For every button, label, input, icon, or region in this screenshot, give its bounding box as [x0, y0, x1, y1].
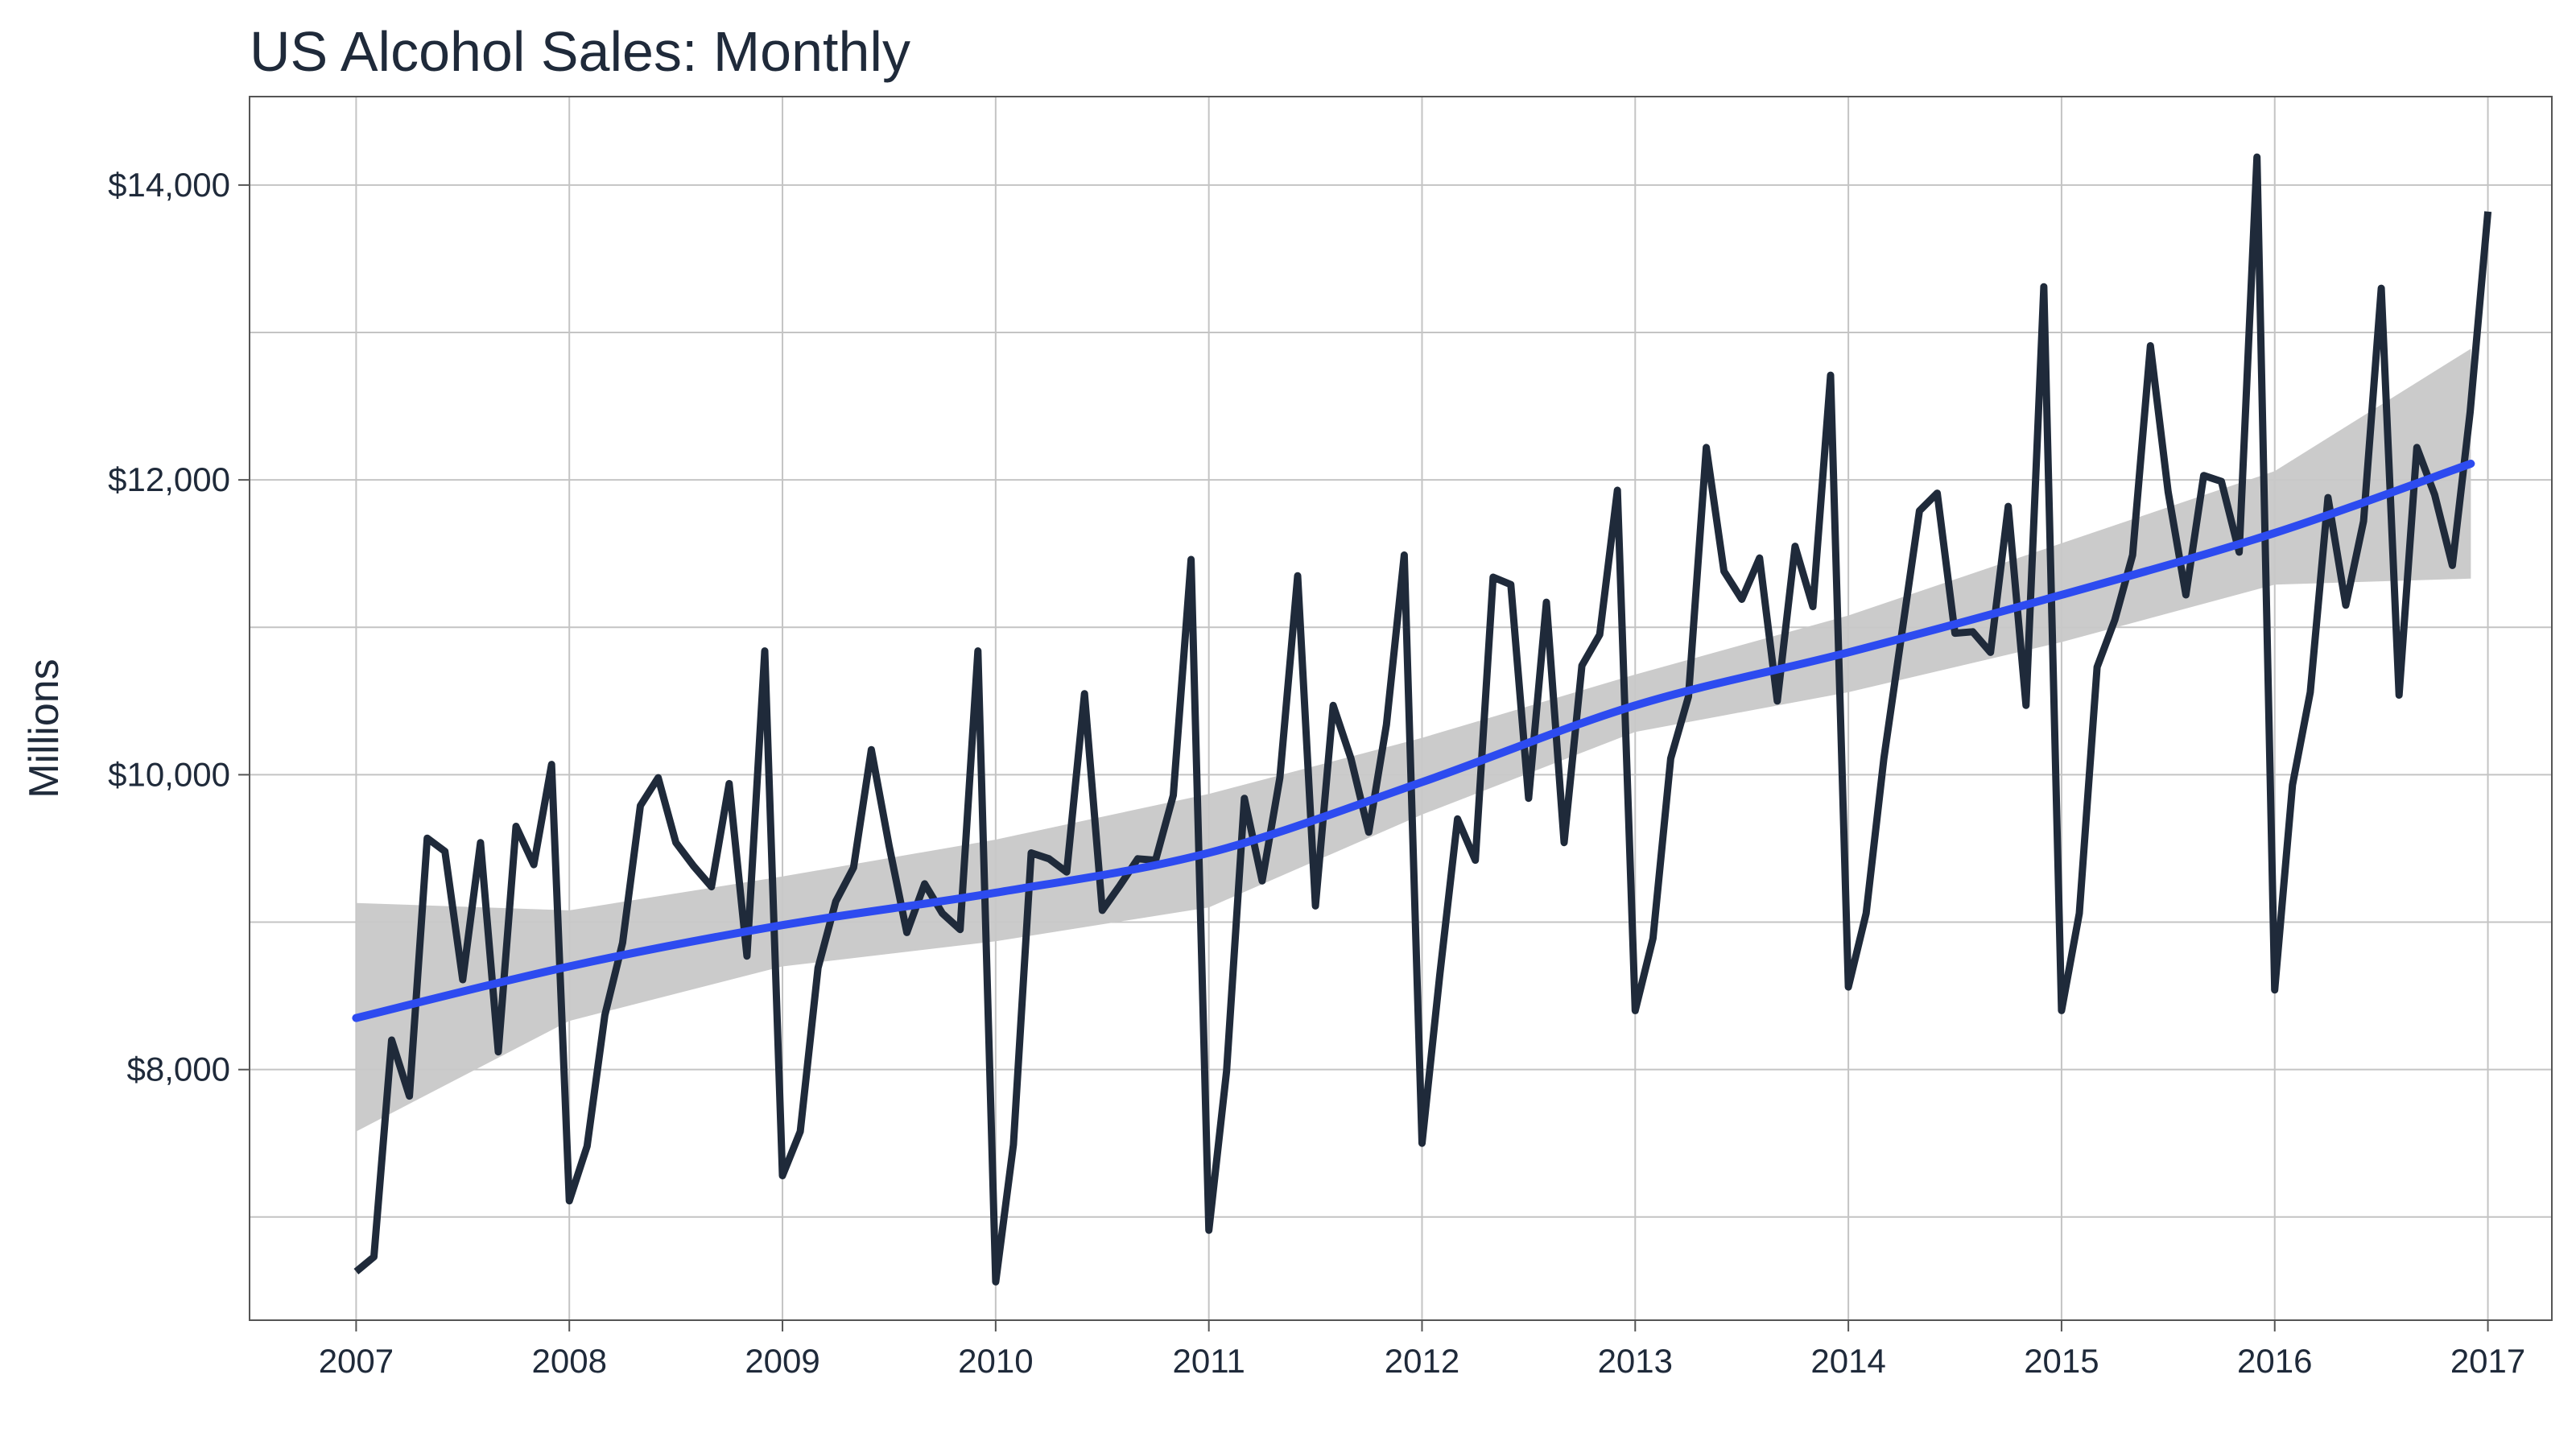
series-line-layer	[353, 153, 2492, 1286]
x-tick-label: 2014	[1810, 1342, 1885, 1380]
confidence-band	[356, 349, 2471, 1132]
y-tick-label: $14,000	[108, 166, 230, 204]
x-tick-label: 2008	[532, 1342, 607, 1380]
x-tick-label: 2010	[958, 1342, 1033, 1380]
x-tick-label: 2009	[745, 1342, 819, 1380]
y-tick-label: $12,000	[108, 460, 230, 498]
confidence-band-layer	[356, 349, 2471, 1132]
plot-panel-border	[249, 96, 2553, 1321]
sales-series-line	[353, 153, 2492, 1286]
axis-labels: 2007 2008 2009 2010 2011 2012 2013 2014 2015 2016…	[108, 166, 2525, 1380]
grid-lines	[250, 97, 2552, 1320]
x-tick-label: 2011	[1173, 1342, 1245, 1380]
trend-line	[352, 460, 2475, 1022]
x-tick-label: 2013	[1598, 1342, 1673, 1380]
x-tick-label: 2017	[2450, 1342, 2525, 1380]
x-tick-label: 2016	[2237, 1342, 2312, 1380]
x-tick-label: 2012	[1385, 1342, 1459, 1380]
x-tick-label: 2007	[319, 1342, 394, 1380]
y-axis-title: Millions	[21, 658, 68, 798]
chart-title: US Alcohol Sales: Monthly	[250, 20, 910, 83]
y-tick-label: $8,000	[127, 1051, 230, 1088]
y-tick-label: $10,000	[108, 755, 230, 793]
x-tick-label: 2015	[2024, 1342, 2099, 1380]
trend-line-layer	[352, 460, 2475, 1022]
